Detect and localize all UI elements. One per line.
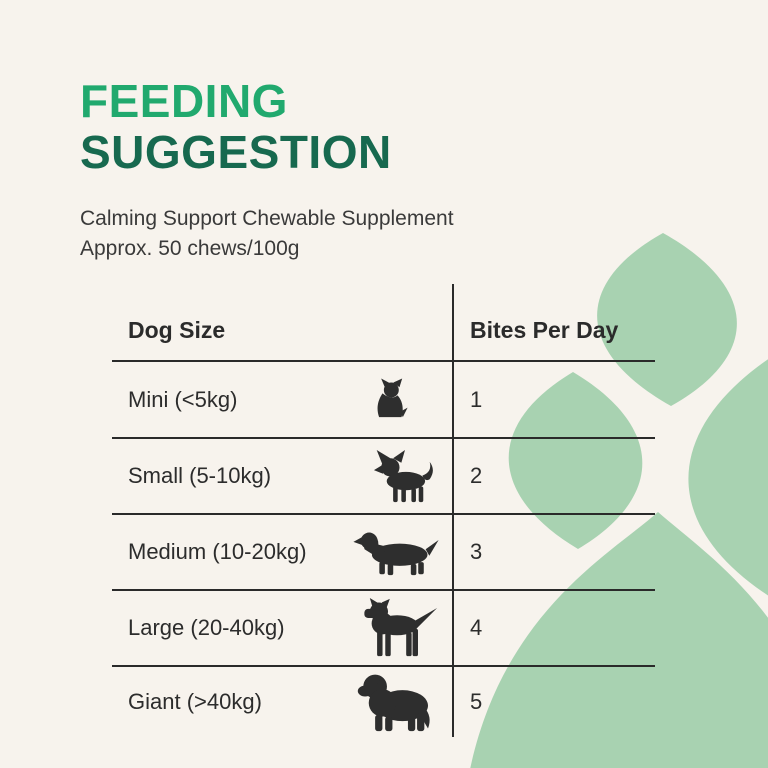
dachshund-icon (353, 532, 439, 576)
feeding-table: Dog Size Bites Per Day Mini (<5kg) (112, 284, 655, 737)
column-header-dog-size: Dog Size (128, 317, 226, 343)
boxer-icon (364, 598, 438, 657)
title-word-suggestion: SUGGESTION (80, 126, 392, 178)
table-column-divider (452, 284, 454, 737)
product-name: Calming Support Chewable Supplement (80, 207, 454, 230)
title-word-feeding: FEEDING (80, 75, 288, 127)
table-row: Mini (<5kg) 1 (112, 360, 655, 437)
dog-size-label: Mini (<5kg) (128, 386, 238, 412)
table-row: Medium (10-20kg) (112, 513, 655, 589)
leaf-shape-icon (688, 359, 768, 596)
bites-value: 5 (470, 689, 483, 714)
table-row: Giant (>40kg) (112, 665, 655, 737)
page-title: FEEDING SUGGESTION (80, 76, 392, 178)
dog-size-label: Medium (10-20kg) (128, 539, 307, 564)
table-row: Large (20-40kg) (112, 589, 655, 665)
st-bernard-icon (357, 674, 430, 732)
dog-size-label: Small (5-10kg) (128, 463, 272, 488)
bites-value: 3 (470, 539, 483, 564)
yorkie-puppy-icon (377, 378, 408, 418)
leaf-shape-icon (470, 512, 768, 768)
product-subtitle: Calming Support Chewable Supplement Appr… (80, 204, 454, 264)
chihuahua-icon (373, 449, 433, 502)
leaf-shape-icon (508, 372, 643, 549)
bites-value: 2 (470, 463, 483, 488)
dog-size-label: Large (20-40kg) (128, 615, 285, 640)
bites-value: 4 (470, 615, 483, 640)
leaf-shape-icon (597, 233, 737, 406)
bites-value: 1 (470, 386, 483, 412)
dog-size-label: Giant (>40kg) (128, 689, 262, 714)
column-header-bites-per-day: Bites Per Day (470, 317, 619, 343)
table-row: Small (5-10kg) (112, 437, 655, 513)
table-header-row: Dog Size Bites Per Day (112, 284, 655, 360)
product-quantity: Approx. 50 chews/100g (80, 237, 300, 260)
